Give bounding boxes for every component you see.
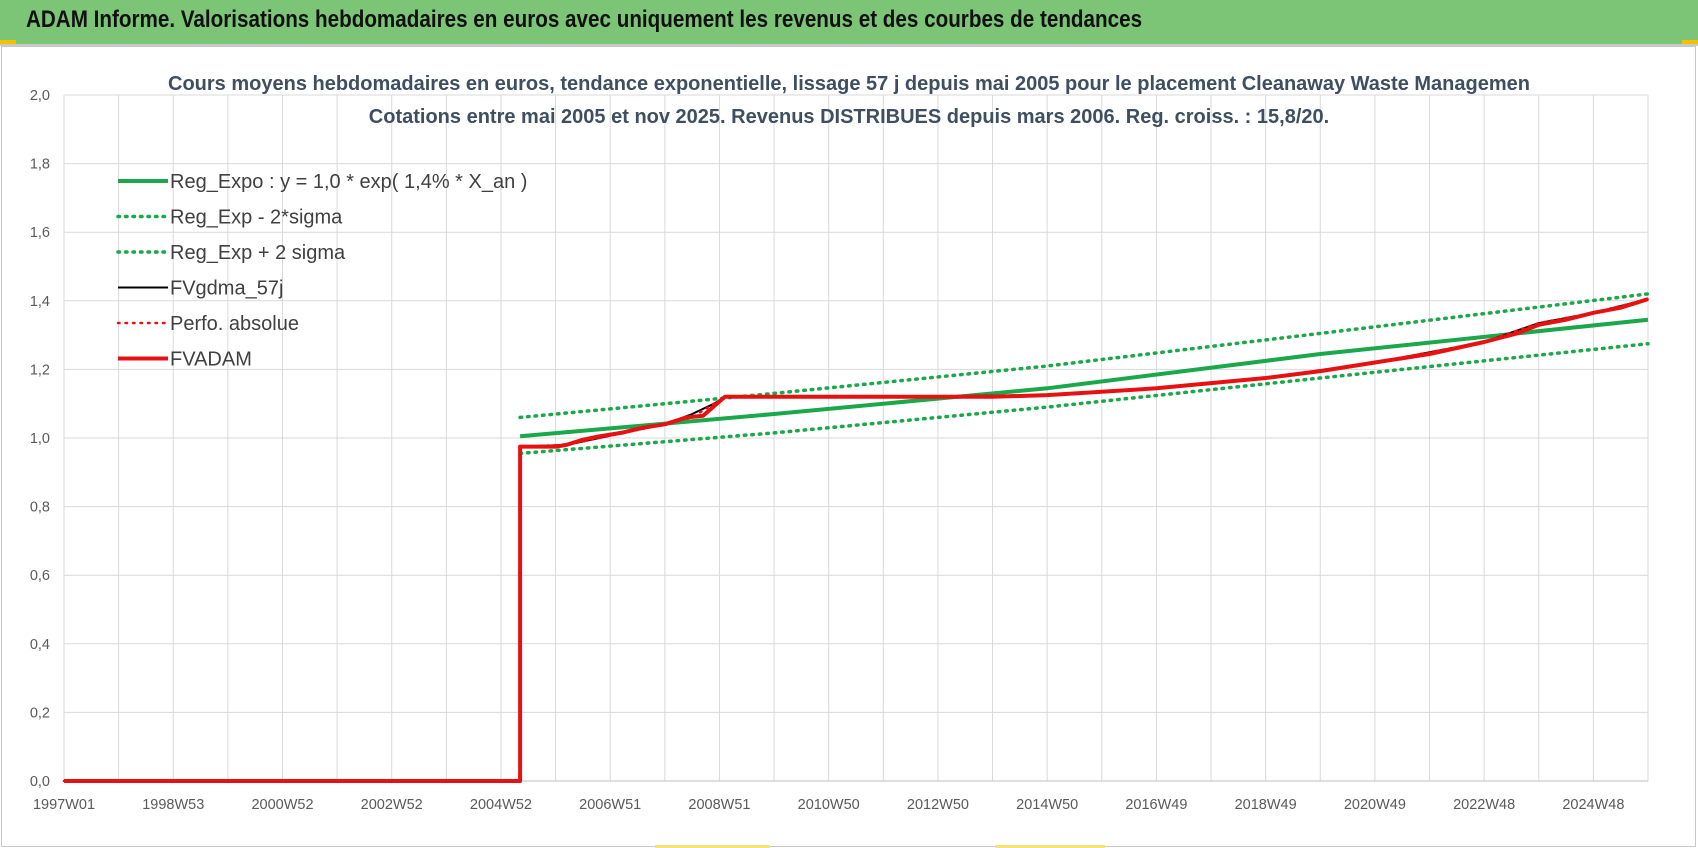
report-banner: ADAM Informe. Valorisations hebdomadaire… (0, 0, 1698, 46)
legend-label-4: FVgdma_57j (170, 278, 283, 300)
y-tick-label: 1,4 (30, 294, 50, 310)
legend-label-5: Perfo. absolue (170, 313, 299, 335)
axis-ticks: 0,0 0,2 0,4 0,6 0,8 1,0 1,2 1,4 1,6 1,8 2,0 1997W01… (30, 88, 1625, 813)
y-tick-label: 1,0 (30, 431, 50, 447)
y-tick-label: 0,4 (30, 637, 50, 653)
x-tick-label: 2016W49 (1125, 797, 1187, 813)
y-tick-label: 1,2 (30, 362, 50, 378)
y-tick-label: 1,8 (30, 157, 50, 173)
series-line-5 (62, 297, 1650, 783)
corner-mark-left (0, 40, 16, 44)
y-tick-label: 2,0 (30, 88, 50, 104)
x-tick-label: 2022W48 (1453, 797, 1515, 813)
legend-label-2: Reg_Exp - 2*sigma (170, 207, 343, 229)
footer-mark-2 (995, 845, 1105, 848)
y-tick-label: 0,2 (30, 705, 50, 721)
series-line-2 (518, 341, 1650, 456)
x-tick-label: 2006W51 (579, 797, 641, 813)
y-tick-label: 1,6 (30, 225, 50, 241)
legend-label-3: Reg_Exp + 2 sigma (170, 242, 346, 264)
x-tick-label: 2012W50 (907, 797, 969, 813)
series-line-4 (64, 298, 1649, 782)
series (62, 292, 1650, 783)
x-tick-label: 2000W52 (251, 797, 313, 813)
chart-title: Cours moyens hebdomadaires en euros, ten… (168, 73, 1530, 95)
x-tick-label: 2020W49 (1344, 797, 1406, 813)
x-tick-label: 2002W52 (361, 797, 423, 813)
report-title: ADAM Informe. Valorisations hebdomadaire… (26, 6, 1143, 33)
y-tick-label: 0,0 (30, 774, 50, 790)
legend-label-6: FVADAM (170, 349, 252, 371)
y-tick-label: 0,6 (30, 568, 50, 584)
series-line-6 (64, 297, 1649, 783)
y-tick-label: 0,8 (30, 500, 50, 516)
legend: Reg_Expo : y = 1,0 * exp( 1,4% * X_an ) R… (116, 171, 527, 371)
series-line-3 (518, 292, 1650, 420)
x-tick-label: 2008W51 (688, 797, 750, 813)
x-tick-label: 1997W01 (33, 797, 95, 813)
footer-mark-1 (655, 845, 770, 848)
x-tick-label: 2018W49 (1235, 797, 1297, 813)
x-tick-label: 2004W52 (470, 797, 532, 813)
corner-mark-right (1682, 40, 1698, 44)
grid (63, 94, 1649, 782)
chart-frame (1, 46, 1696, 847)
chart-subtitle: Cotations entre mai 2005 et nov 2025. Re… (369, 106, 1329, 128)
series-line-1 (519, 317, 1649, 439)
x-tick-label: 2024W48 (1562, 797, 1624, 813)
x-tick-label: 1998W53 (142, 797, 204, 813)
x-tick-label: 2010W50 (798, 797, 860, 813)
x-tick-label: 2014W50 (1016, 797, 1078, 813)
legend-label-1: Reg_Expo : y = 1,0 * exp( 1,4% * X_an ) (170, 171, 527, 193)
